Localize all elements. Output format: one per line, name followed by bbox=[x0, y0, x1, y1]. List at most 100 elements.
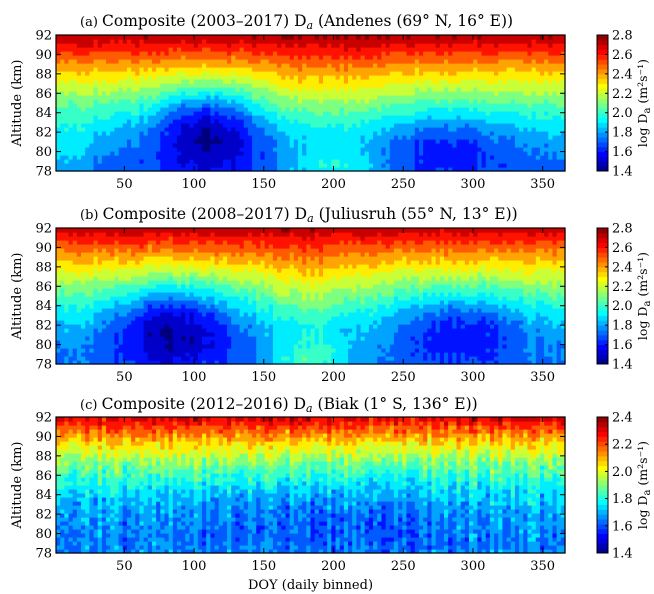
heat-cell bbox=[406, 43, 412, 48]
heat-cell bbox=[544, 131, 549, 136]
heat-cell bbox=[122, 75, 128, 80]
heat-cell bbox=[485, 123, 491, 128]
heat-cell bbox=[139, 47, 145, 52]
heat-cell bbox=[239, 79, 245, 84]
heat-cell bbox=[381, 91, 387, 96]
heat-cell bbox=[160, 139, 166, 144]
heat-cell bbox=[389, 51, 395, 56]
heat-cell bbox=[97, 111, 103, 116]
heat-cell bbox=[277, 123, 282, 128]
heat-cell bbox=[172, 47, 178, 52]
heat-cell bbox=[527, 67, 533, 72]
heat-cell bbox=[101, 236, 107, 241]
heat-cell bbox=[510, 99, 516, 104]
heat-cell bbox=[89, 127, 95, 132]
heat-cell bbox=[151, 87, 157, 92]
heat-cell bbox=[68, 312, 74, 317]
heat-cell bbox=[368, 83, 374, 88]
heat-cell bbox=[89, 352, 95, 357]
heat-cell bbox=[101, 272, 107, 277]
heat-cell bbox=[231, 67, 236, 72]
heat-cell bbox=[293, 151, 299, 156]
heat-cell bbox=[548, 87, 554, 92]
heat-cell bbox=[289, 107, 295, 112]
heat-cell bbox=[81, 75, 86, 80]
heat-cell bbox=[156, 167, 161, 172]
heat-cell bbox=[147, 163, 153, 168]
heat-cell bbox=[323, 159, 328, 164]
heat-cell bbox=[252, 47, 257, 52]
heat-cell bbox=[268, 139, 274, 144]
heat-cell bbox=[289, 67, 295, 72]
heat-cell bbox=[473, 151, 478, 156]
heat-cell bbox=[560, 163, 566, 168]
heat-cell bbox=[435, 95, 441, 100]
heat-cell bbox=[168, 63, 174, 68]
heat-cell bbox=[323, 67, 328, 72]
heat-cell bbox=[81, 308, 86, 313]
heat-cell bbox=[143, 336, 149, 341]
heat-cell bbox=[318, 55, 324, 60]
heat-cell bbox=[335, 151, 341, 156]
heat-cell bbox=[364, 75, 370, 80]
heat-cell bbox=[544, 99, 549, 104]
heat-cell bbox=[469, 75, 474, 80]
heat-cell bbox=[135, 87, 141, 92]
heat-cell bbox=[531, 67, 537, 72]
heat-cell bbox=[89, 167, 95, 172]
heat-cell bbox=[189, 107, 195, 112]
heat-cell bbox=[72, 127, 78, 132]
heat-cell bbox=[339, 39, 345, 44]
heat-cell bbox=[527, 63, 533, 68]
heat-cell bbox=[106, 59, 111, 64]
heat-cell bbox=[89, 232, 95, 237]
heat-cell bbox=[185, 147, 191, 152]
heat-cell bbox=[135, 236, 141, 241]
heat-cell bbox=[293, 159, 299, 164]
heat-cell bbox=[552, 79, 558, 84]
heat-cell bbox=[431, 155, 437, 160]
heat-cell bbox=[122, 308, 128, 313]
heat-cell bbox=[502, 147, 508, 152]
heat-cell bbox=[377, 119, 383, 124]
heat-cell bbox=[356, 147, 362, 152]
heat-cell bbox=[81, 115, 86, 120]
heat-cell bbox=[272, 123, 278, 128]
heat-cell bbox=[418, 35, 424, 40]
heat-cell bbox=[64, 360, 70, 365]
heat-cell bbox=[56, 159, 61, 164]
heat-cell bbox=[239, 103, 245, 108]
heat-cell bbox=[460, 95, 466, 100]
heat-cell bbox=[368, 75, 374, 80]
heat-cell bbox=[235, 163, 241, 168]
heat-cell bbox=[76, 147, 82, 152]
heat-cell bbox=[106, 167, 111, 172]
heat-cell bbox=[126, 35, 132, 40]
heat-cell bbox=[81, 43, 86, 48]
heat-cell bbox=[323, 135, 328, 140]
heat-cell bbox=[227, 63, 232, 68]
heat-cell bbox=[72, 151, 78, 156]
heat-cell bbox=[202, 99, 207, 104]
heat-cell bbox=[297, 119, 303, 124]
heat-cell bbox=[151, 143, 157, 148]
heat-cell bbox=[147, 143, 153, 148]
heat-cell bbox=[68, 139, 74, 144]
heat-cell bbox=[389, 39, 395, 44]
heat-cell bbox=[110, 55, 116, 60]
heat-cell bbox=[252, 155, 257, 160]
heat-cell bbox=[377, 91, 383, 96]
heat-cell bbox=[131, 83, 136, 88]
heat-cell bbox=[189, 83, 195, 88]
heat-cell bbox=[331, 91, 337, 96]
heat-cell bbox=[402, 75, 408, 80]
heat-cell bbox=[377, 79, 383, 84]
heat-cell bbox=[76, 51, 82, 56]
heat-cell bbox=[306, 51, 312, 56]
heat-cell bbox=[135, 95, 141, 100]
heat-cell bbox=[126, 55, 132, 60]
heat-cell bbox=[452, 71, 458, 76]
heat-cell bbox=[310, 63, 316, 68]
heat-cell bbox=[431, 79, 437, 84]
heat-cell bbox=[272, 79, 278, 84]
